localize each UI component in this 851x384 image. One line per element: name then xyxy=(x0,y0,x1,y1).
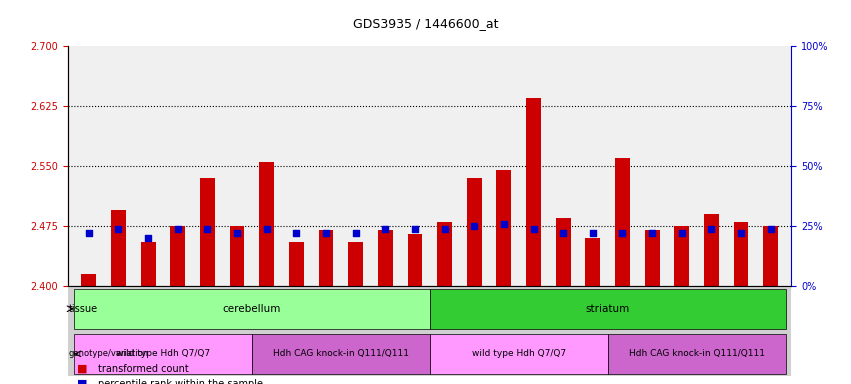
Bar xyxy=(378,230,392,286)
Point xyxy=(289,230,303,237)
Text: transformed count: transformed count xyxy=(98,364,189,374)
Point xyxy=(141,235,155,241)
FancyBboxPatch shape xyxy=(74,288,430,329)
Text: wild type Hdh Q7/Q7: wild type Hdh Q7/Q7 xyxy=(116,349,210,358)
Bar xyxy=(496,170,511,286)
Point xyxy=(615,230,629,237)
Bar xyxy=(260,162,274,286)
Bar xyxy=(230,226,244,286)
Point xyxy=(557,230,570,237)
FancyBboxPatch shape xyxy=(430,334,608,374)
Bar xyxy=(408,234,422,286)
Bar xyxy=(556,218,570,286)
Point xyxy=(527,225,540,232)
Bar xyxy=(526,98,541,286)
Point xyxy=(645,230,659,237)
Bar xyxy=(318,230,334,286)
Point xyxy=(111,225,125,232)
Point xyxy=(586,230,600,237)
Point xyxy=(319,230,333,237)
Text: ■: ■ xyxy=(77,379,87,384)
Text: wild type Hdh Q7/Q7: wild type Hdh Q7/Q7 xyxy=(471,349,566,358)
Point xyxy=(171,225,185,232)
Point xyxy=(201,225,214,232)
Point xyxy=(260,225,273,232)
FancyBboxPatch shape xyxy=(74,334,252,374)
Bar xyxy=(170,226,186,286)
Point xyxy=(82,230,95,237)
Bar xyxy=(734,222,748,286)
Bar xyxy=(289,242,304,286)
Text: genotype/variation: genotype/variation xyxy=(69,349,149,358)
Point xyxy=(675,230,688,237)
Point xyxy=(467,223,481,229)
Bar xyxy=(467,178,482,286)
Text: ■: ■ xyxy=(77,364,87,374)
Point xyxy=(408,225,422,232)
Bar xyxy=(704,214,719,286)
Bar xyxy=(200,178,214,286)
FancyBboxPatch shape xyxy=(608,334,785,374)
Bar xyxy=(111,210,126,286)
Bar xyxy=(437,222,452,286)
Bar xyxy=(348,242,363,286)
Point xyxy=(497,221,511,227)
Point xyxy=(379,225,392,232)
Bar xyxy=(82,274,96,286)
FancyBboxPatch shape xyxy=(430,288,785,329)
Text: striatum: striatum xyxy=(585,304,630,314)
Point xyxy=(705,225,718,232)
Bar xyxy=(763,226,778,286)
Bar xyxy=(674,226,689,286)
Bar xyxy=(140,242,156,286)
Bar xyxy=(585,238,600,286)
Bar xyxy=(645,230,660,286)
Text: percentile rank within the sample: percentile rank within the sample xyxy=(98,379,263,384)
Text: GDS3935 / 1446600_at: GDS3935 / 1446600_at xyxy=(353,17,498,30)
Text: cerebellum: cerebellum xyxy=(223,304,281,314)
Text: Hdh CAG knock-in Q111/Q111: Hdh CAG knock-in Q111/Q111 xyxy=(273,349,408,358)
Bar xyxy=(615,158,630,286)
Point xyxy=(764,225,778,232)
FancyBboxPatch shape xyxy=(252,334,430,374)
Point xyxy=(437,225,451,232)
Point xyxy=(734,230,748,237)
Point xyxy=(231,230,244,237)
Text: tissue: tissue xyxy=(69,304,98,314)
Point xyxy=(349,230,363,237)
Text: Hdh CAG knock-in Q111/Q111: Hdh CAG knock-in Q111/Q111 xyxy=(629,349,764,358)
